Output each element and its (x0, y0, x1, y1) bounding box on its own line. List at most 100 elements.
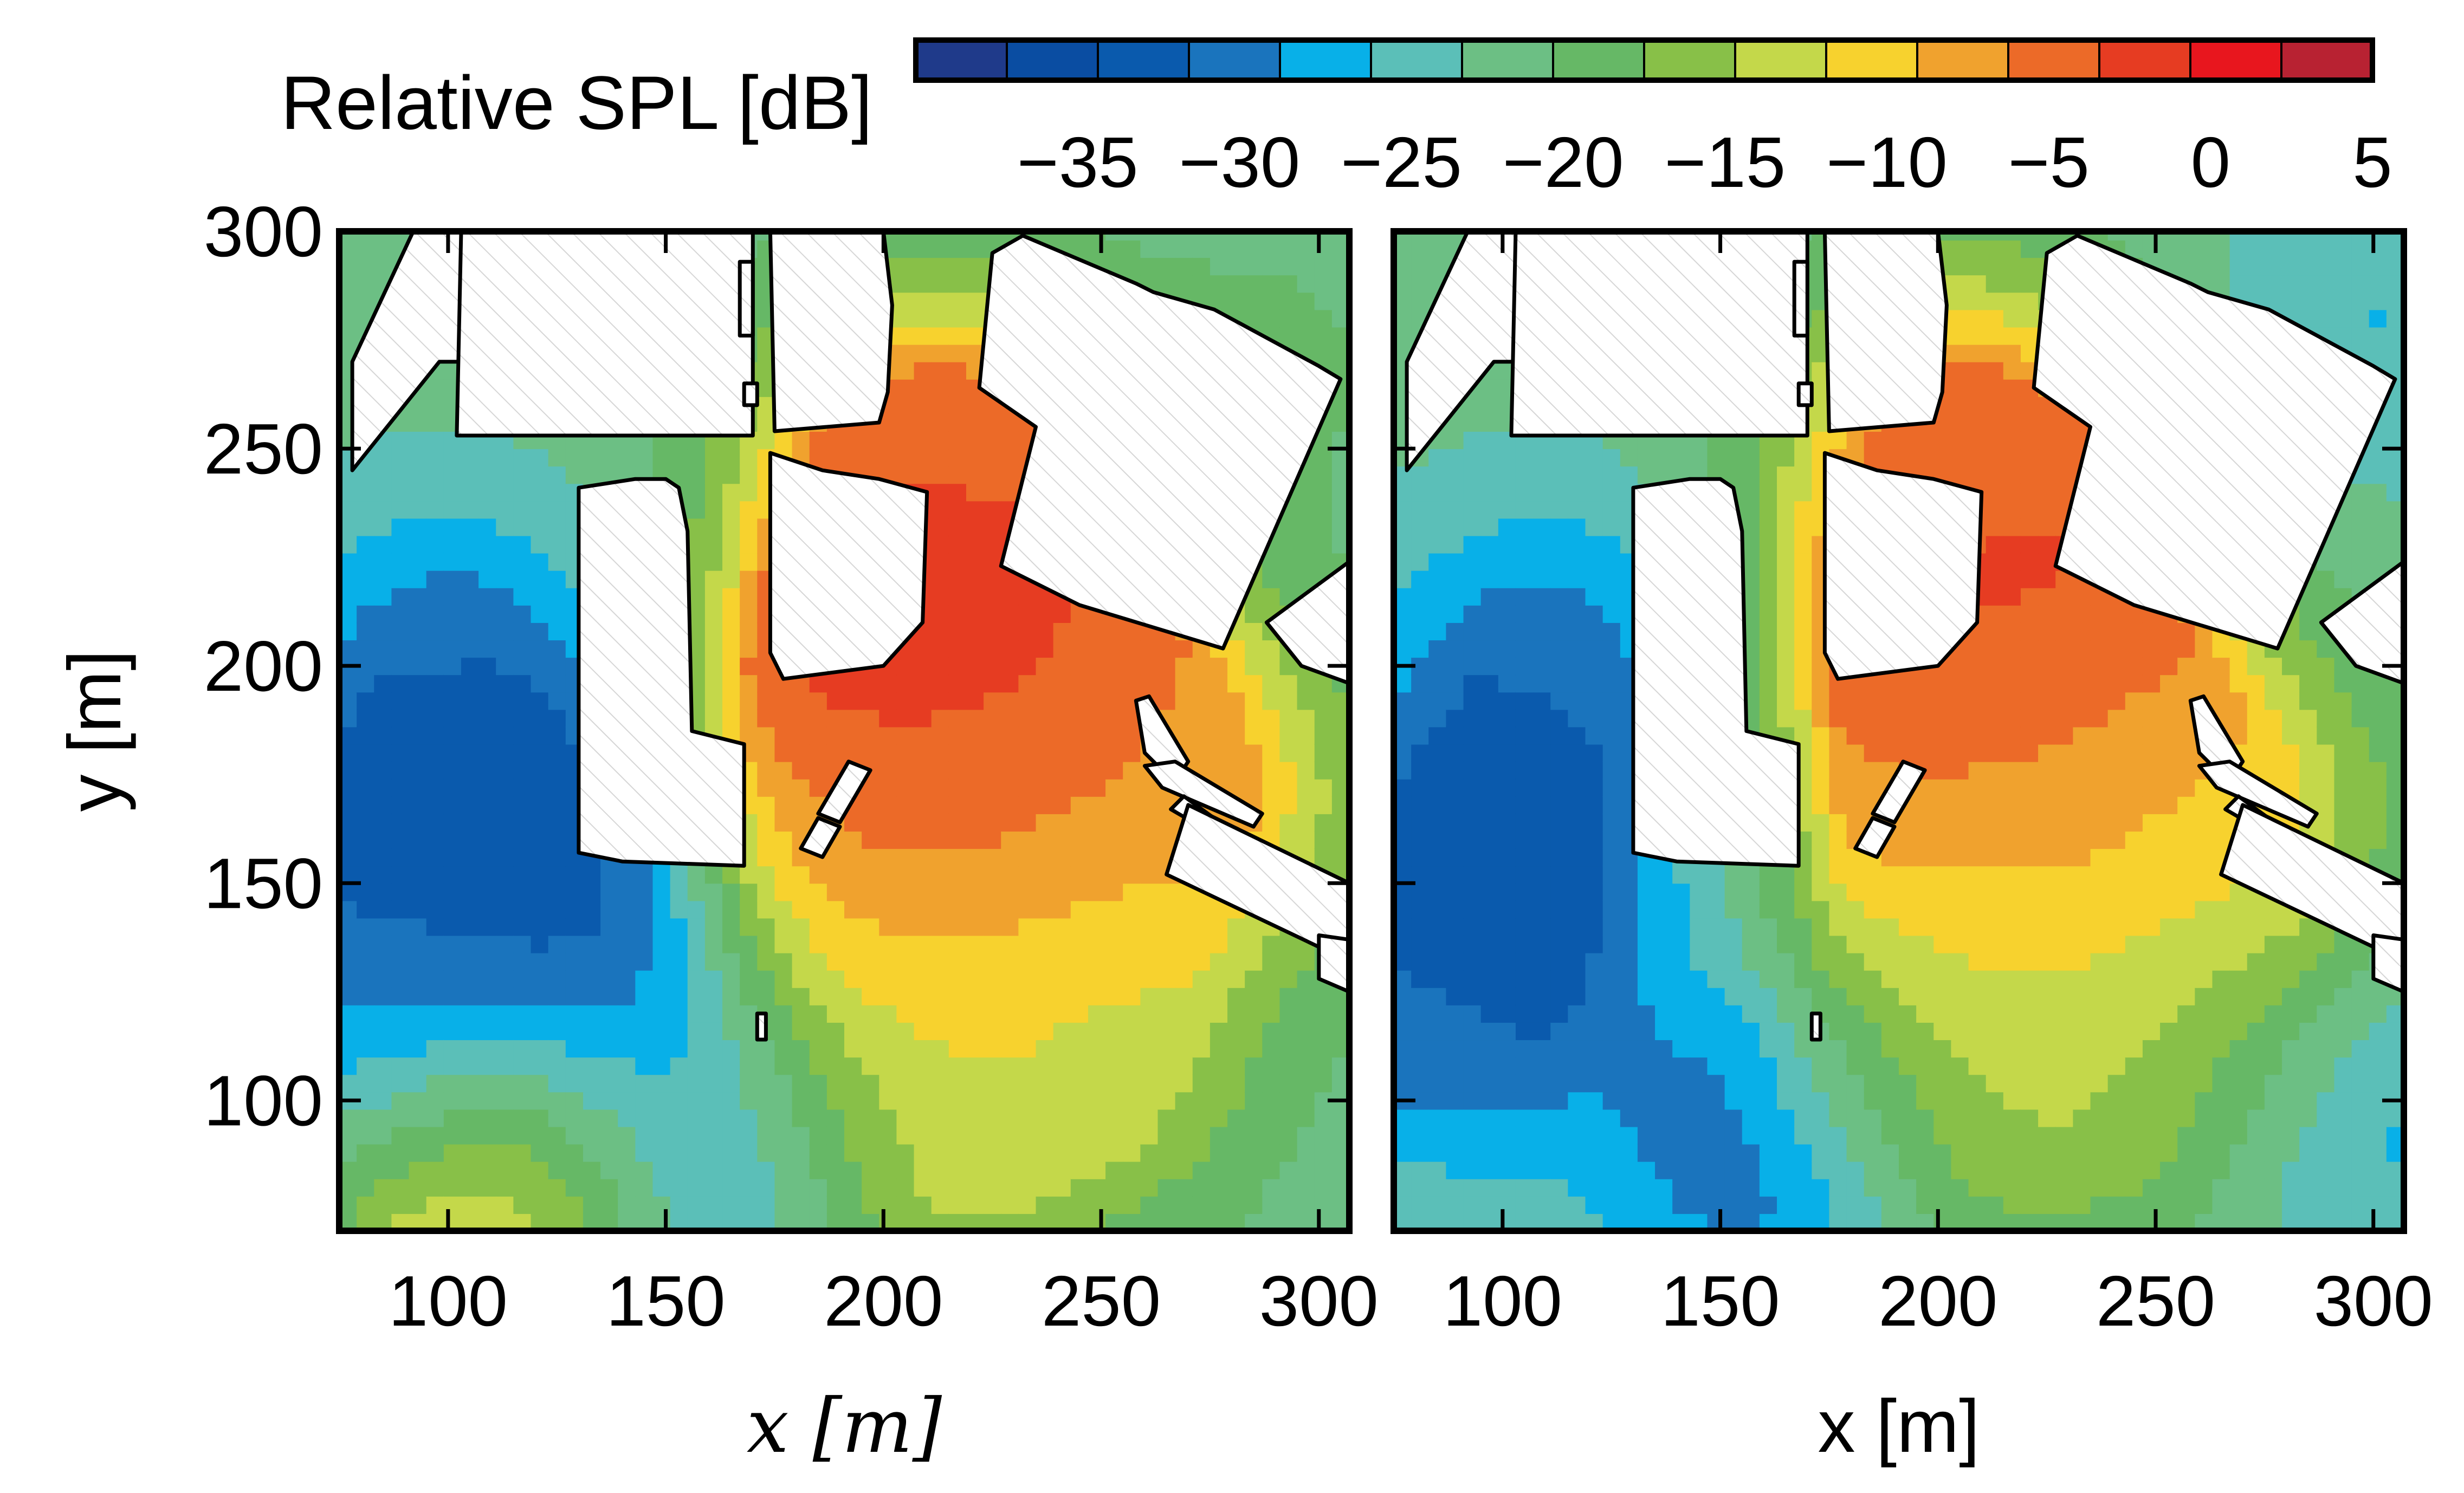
field-cell (1428, 1004, 1447, 1023)
field-cell (1533, 1092, 1551, 1110)
field-cell (635, 883, 654, 901)
field-cell (1533, 883, 1551, 901)
field-cell (1480, 640, 1499, 658)
field-cell (826, 987, 845, 1005)
field-cell (443, 813, 462, 832)
field-cell (1463, 431, 1482, 450)
field-cell (914, 848, 932, 867)
field-cell (461, 831, 480, 849)
field-cell (704, 1040, 723, 1058)
field-cell (1088, 761, 1107, 780)
field-cell (1707, 1144, 1725, 1162)
field-cell (896, 1057, 915, 1075)
field-cell (1446, 657, 1464, 676)
field-cell (531, 831, 549, 849)
field-cell (722, 918, 741, 936)
field-cell (687, 535, 706, 554)
field-cell (391, 987, 410, 1005)
field-cell (948, 535, 967, 554)
field-cell (1463, 640, 1482, 658)
field-cell (757, 952, 775, 971)
field-cell (1018, 1004, 1037, 1023)
field-cell (513, 1022, 532, 1041)
field-cell (1018, 1074, 1037, 1093)
field-cell (1314, 1144, 1333, 1162)
field-cell (896, 883, 915, 901)
field-cell (1707, 1178, 1725, 1197)
field-cell (1036, 813, 1054, 832)
field-cell (757, 831, 775, 849)
field-cell (1001, 987, 1019, 1005)
field-cell (1018, 1196, 1037, 1214)
building (742, 381, 759, 407)
field-cell (426, 831, 444, 849)
field-cell (1088, 970, 1107, 988)
field-cell (670, 987, 688, 1005)
field-cell (1480, 466, 1499, 484)
field-cell (896, 900, 915, 919)
field-cell (1637, 1040, 1656, 1058)
field-cell (1227, 709, 1246, 728)
field-cell (862, 848, 880, 867)
building (977, 233, 1343, 651)
field-cell (1157, 240, 1176, 258)
field-cell (1446, 796, 1464, 814)
field-cell (1672, 1178, 1691, 1197)
field-cell (1480, 900, 1499, 919)
field-cell (1585, 535, 1603, 554)
field-cell (600, 900, 619, 919)
field-cell (583, 466, 602, 484)
field-cell (1498, 848, 1516, 867)
field-cell (1227, 1022, 1246, 1041)
field-cell (984, 1144, 1002, 1162)
field-cell (844, 848, 863, 867)
field-cell (513, 570, 532, 588)
field-cell (1175, 935, 1193, 953)
field-cell (1279, 692, 1298, 710)
field-cell (1105, 1022, 1124, 1041)
field-cell (948, 587, 967, 606)
field-cell (1568, 483, 1586, 502)
field-cell (1411, 778, 1430, 797)
field-cell (1794, 605, 1813, 623)
field-cell (1690, 952, 1708, 971)
field-cell (1279, 518, 1298, 536)
field-cell (1245, 1092, 1263, 1110)
field-cell (1602, 449, 1621, 467)
field-cell (443, 605, 462, 623)
field-cell (1568, 952, 1586, 971)
field-cell (1192, 692, 1211, 710)
field-cell (409, 1040, 427, 1058)
field-cell (391, 900, 410, 919)
field-cell (1602, 761, 1621, 780)
field-cell (1227, 674, 1246, 693)
field-cell (914, 640, 932, 658)
field-cell (357, 570, 375, 588)
field-cell (1515, 1022, 1534, 1041)
field-cell (1428, 935, 1447, 953)
field-cell (565, 466, 584, 484)
field-cell (687, 1057, 706, 1075)
field-cell (722, 952, 741, 971)
field-cell (1262, 257, 1280, 276)
field-cell (1463, 987, 1482, 1005)
field-cell (757, 918, 775, 936)
field-cell (1210, 970, 1228, 988)
field-cell (704, 1161, 723, 1179)
field-cell (1088, 1004, 1107, 1023)
field-cell (478, 622, 497, 641)
field-cell (1446, 778, 1464, 797)
field-cell (1515, 831, 1534, 849)
field-cell (548, 674, 566, 693)
field-cell (1463, 813, 1482, 832)
field-cell (1463, 935, 1482, 953)
field-cell (1515, 622, 1534, 641)
field-cell (374, 553, 392, 571)
field-cell (357, 692, 375, 710)
colorbar-tick-label: −35 (1017, 122, 1139, 202)
field-cell (426, 935, 444, 953)
colorbar-segment (1553, 40, 1645, 80)
field-cell (1314, 813, 1333, 832)
field-cell (1088, 640, 1107, 658)
field-cell (966, 987, 985, 1005)
